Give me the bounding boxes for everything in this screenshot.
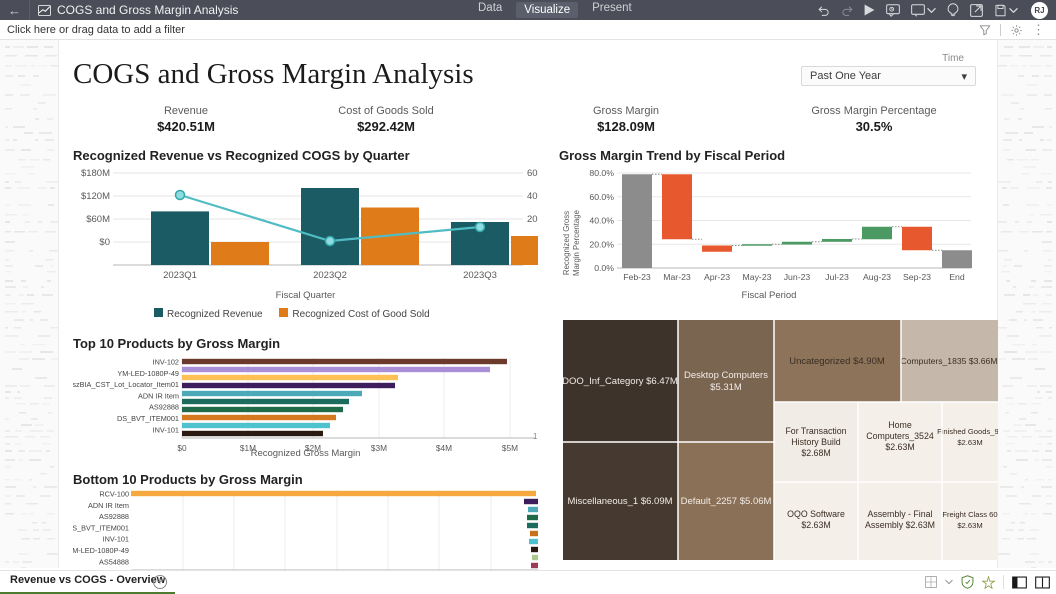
svg-text:Computers_3524: Computers_3524 (866, 431, 934, 441)
svg-text:YM-LED-1080P-49: YM-LED-1080P-49 (73, 546, 129, 555)
svg-text:40.0%: 40.0% (589, 216, 614, 226)
svg-text:$2.63M: $2.63M (957, 521, 982, 530)
svg-text:20.0%: 20.0% (589, 239, 614, 249)
svg-text:Assembly - Final: Assembly - Final (867, 509, 932, 519)
svg-text:Feb-23: Feb-23 (623, 272, 651, 282)
svg-text:AS92888: AS92888 (149, 403, 179, 412)
svg-text:Mar-23: Mar-23 (663, 272, 691, 282)
svg-text:End: End (949, 272, 965, 282)
svg-text:$0: $0 (99, 237, 110, 248)
svg-text:AS92888: AS92888 (99, 512, 129, 521)
svg-text:DS_BVT_ITEM001: DS_BVT_ITEM001 (73, 523, 129, 532)
svg-text:Finished Goods_91: Finished Goods_91 (937, 427, 998, 436)
svg-text:INV-101: INV-101 (103, 535, 129, 544)
svg-text:20%: 20% (527, 214, 538, 225)
svg-text:RCV-100: RCV-100 (99, 490, 129, 499)
svg-text:INV-102: INV-102 (153, 358, 179, 367)
svg-text:AS54888: AS54888 (99, 557, 129, 566)
svg-text:Jun-23: Jun-23 (784, 272, 811, 282)
svg-text:Assembly $2.63M: Assembly $2.63M (865, 520, 935, 530)
svg-text:$2.68M: $2.68M (801, 448, 830, 458)
svg-text:ADN IR Item: ADN IR Item (88, 501, 129, 510)
svg-text:Apr-23: Apr-23 (704, 272, 730, 282)
svg-text:Miscellaneous_1 $6.09M: Miscellaneous_1 $6.09M (567, 496, 672, 507)
svg-text:Margin Percentage: Margin Percentage (572, 210, 581, 276)
svg-text:$120M: $120M (81, 191, 110, 202)
svg-text:2023Q2: 2023Q2 (313, 270, 347, 281)
svg-text:$60M: $60M (86, 214, 110, 225)
svg-text:2023Q1: 2023Q1 (163, 270, 197, 281)
svg-text:0.0%: 0.0% (594, 263, 614, 273)
svg-text:Recognized Gross: Recognized Gross (562, 211, 571, 275)
svg-text:$2.63M: $2.63M (957, 438, 982, 447)
svg-text:60.0%: 60.0% (589, 192, 614, 202)
svg-text:DOO_Inf_Category $6.47M: DOO_Inf_Category $6.47M (563, 376, 678, 387)
svg-text:Jul-23: Jul-23 (825, 272, 849, 282)
svg-text:80.0%: 80.0% (589, 168, 614, 178)
svg-text:For Transaction: For Transaction (785, 426, 846, 436)
svg-text:$2.63M: $2.63M (885, 442, 914, 452)
svg-text:Computers_1835 $3.66M: Computers_1835 $3.66M (901, 356, 998, 366)
svg-text:$2.63M: $2.63M (801, 520, 830, 530)
svg-text:1: 1 (533, 432, 538, 441)
svg-text:2023Q3: 2023Q3 (463, 270, 497, 281)
svg-text:Desktop Computers: Desktop Computers (684, 370, 768, 381)
svg-text:Freight Class 60: Freight Class 60 (942, 510, 997, 519)
svg-text:szBIA_CST_Lot_Locator_Item01: szBIA_CST_Lot_Locator_Item01 (73, 380, 179, 389)
svg-text:YM-LED-1080P-49: YM-LED-1080P-49 (117, 369, 179, 378)
svg-text:OQO Software: OQO Software (787, 509, 845, 519)
svg-text:History Build: History Build (791, 437, 840, 447)
svg-text:May-23: May-23 (743, 272, 772, 282)
svg-text:Home: Home (888, 420, 912, 430)
svg-text:ADN IR Item: ADN IR Item (138, 391, 179, 400)
svg-text:DS_BVT_ITEM001: DS_BVT_ITEM001 (117, 414, 179, 423)
svg-text:INV-101: INV-101 (153, 425, 179, 434)
svg-text:Aug-23: Aug-23 (863, 272, 891, 282)
svg-text:$5.31M: $5.31M (710, 382, 742, 393)
svg-text:40%: 40% (527, 191, 538, 202)
svg-text:Sep-23: Sep-23 (903, 272, 931, 282)
svg-text:$180M: $180M (81, 168, 110, 179)
svg-text:Default_2257 $5.06M: Default_2257 $5.06M (681, 496, 772, 507)
svg-text:Uncategorized $4.90M: Uncategorized $4.90M (789, 356, 885, 367)
svg-text:60%: 60% (527, 168, 538, 179)
